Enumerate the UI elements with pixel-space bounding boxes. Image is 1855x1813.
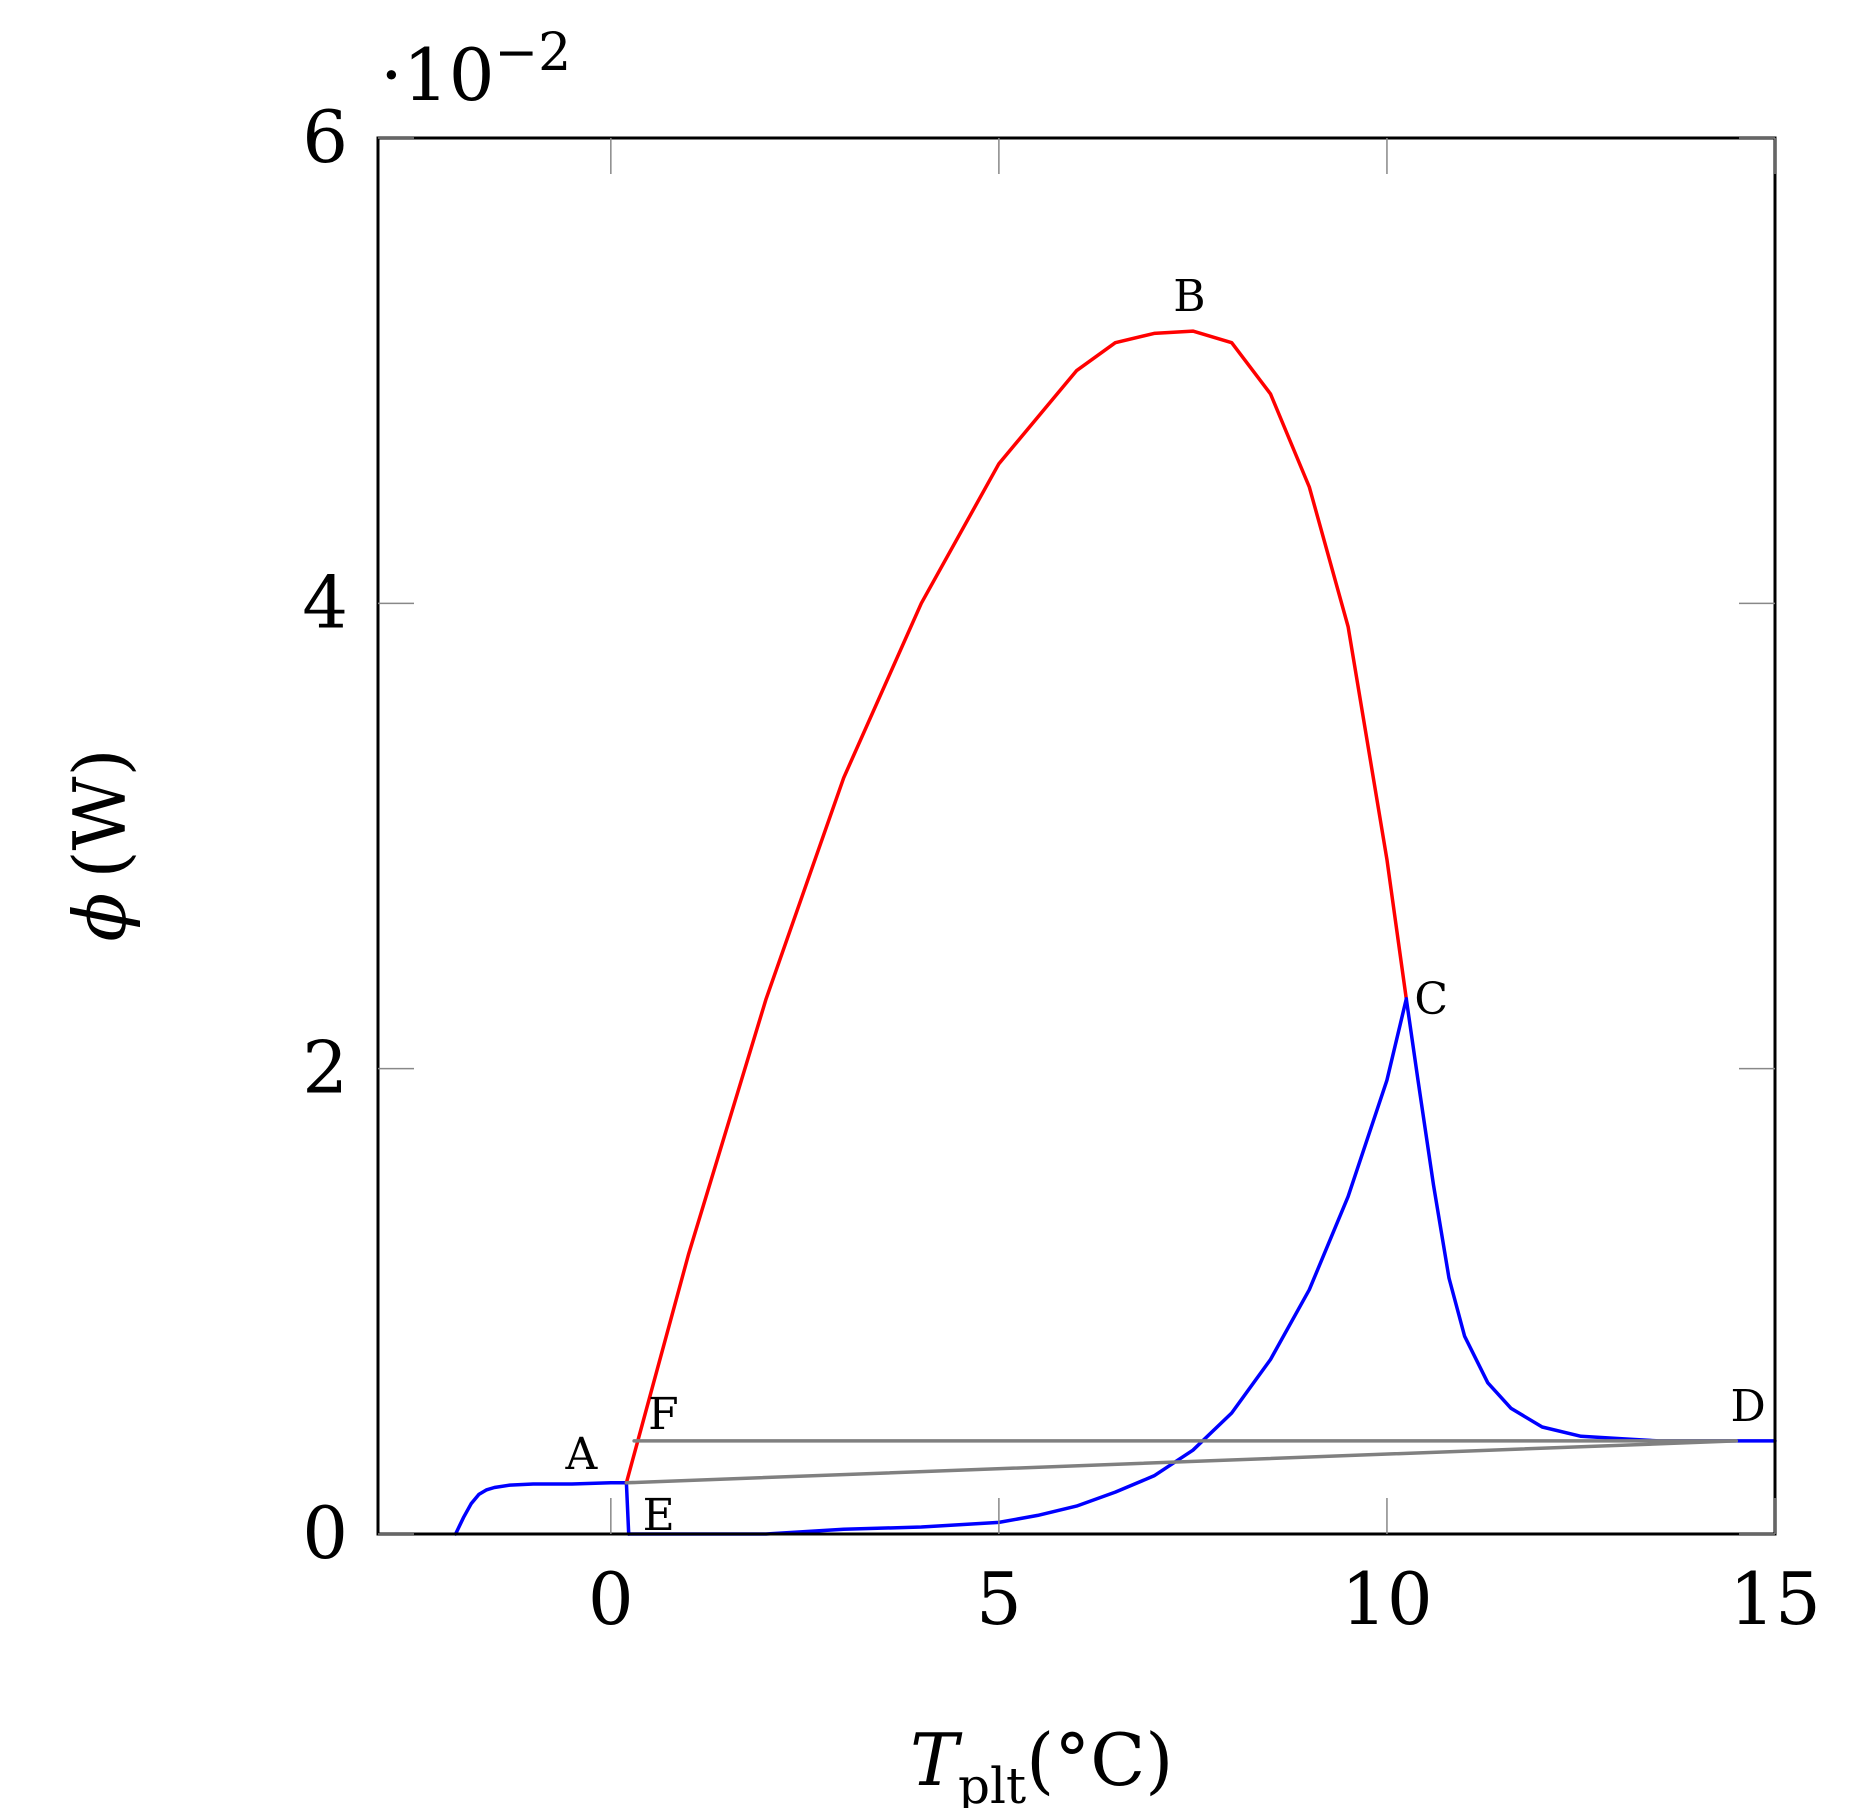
- series-A-E-drop: [624, 1481, 631, 1536]
- point-label-e: E: [643, 1490, 675, 1541]
- series-heating-start: [453, 1481, 629, 1536]
- series-gray-A-to-D: [624, 1439, 1738, 1485]
- series-red-A-B-C: [624, 329, 1409, 1485]
- series-blue-E-to-C: [626, 997, 1409, 1536]
- point-label-c: C: [1414, 974, 1448, 1025]
- plot-frame: [376, 136, 1777, 1536]
- y-tick-label: 0: [302, 1491, 348, 1575]
- labels-layer: 0 5 10 15 0 2 4 6: [302, 95, 1821, 1641]
- series-layer: [453, 329, 1777, 1536]
- point-label-b: B: [1173, 271, 1205, 322]
- y-axis-label-main: ϕ: [58, 893, 142, 942]
- point-label-a: A: [564, 1429, 598, 1480]
- x-tick-label: 5: [976, 1557, 1022, 1641]
- x-axis-label-unit: (°C): [1026, 1718, 1173, 1802]
- y-multiplier-exponent: −2: [495, 23, 572, 83]
- point-label-f: F: [648, 1389, 679, 1440]
- annotation-layer: A B C D EF: [564, 271, 1765, 1541]
- y-axis-label: ϕ (W): [58, 748, 142, 941]
- y-multiplier-prefix: ·10: [380, 33, 495, 117]
- y-multiplier-label: ·10−2: [380, 23, 571, 117]
- point-label-d: D: [1731, 1381, 1766, 1432]
- y-tick-label: 6: [302, 95, 348, 179]
- x-tick-label: 10: [1341, 1557, 1433, 1641]
- series-blue-C-to-D: [1404, 997, 1777, 1443]
- ticks-layer: [378, 137, 1776, 1535]
- x-tick-label: 15: [1729, 1557, 1821, 1641]
- y-tick-label: 2: [302, 1026, 348, 1110]
- x-axis-label-main: T: [910, 1718, 963, 1802]
- x-axis-label-subscript: plt: [958, 1757, 1026, 1808]
- x-tick-label: 0: [588, 1557, 634, 1641]
- y-axis-label-unit: (W): [58, 748, 142, 878]
- y-tick-label: 4: [302, 560, 348, 644]
- x-axis-label: Tplt(°C): [910, 1718, 1173, 1808]
